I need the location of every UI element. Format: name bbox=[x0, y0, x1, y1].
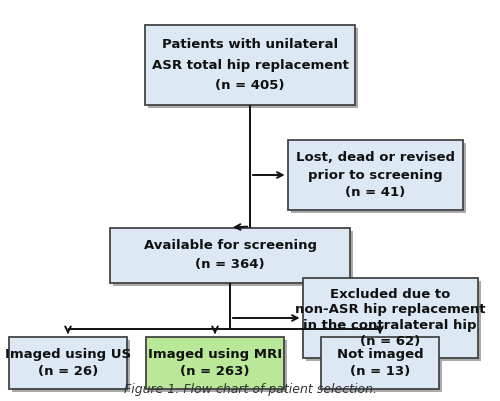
Text: Excluded due to: Excluded due to bbox=[330, 288, 450, 300]
FancyBboxPatch shape bbox=[145, 25, 355, 105]
FancyBboxPatch shape bbox=[110, 227, 350, 282]
FancyBboxPatch shape bbox=[302, 278, 478, 358]
Text: (n = 13): (n = 13) bbox=[350, 365, 410, 378]
FancyBboxPatch shape bbox=[321, 337, 439, 389]
FancyBboxPatch shape bbox=[149, 340, 287, 392]
Text: (n = 26): (n = 26) bbox=[38, 365, 98, 378]
Text: non-ASR hip replacement: non-ASR hip replacement bbox=[295, 304, 485, 316]
Text: (n = 41): (n = 41) bbox=[345, 186, 405, 199]
FancyBboxPatch shape bbox=[12, 340, 130, 392]
FancyBboxPatch shape bbox=[324, 340, 442, 392]
Text: Patients with unilateral: Patients with unilateral bbox=[162, 38, 338, 51]
Text: prior to screening: prior to screening bbox=[308, 168, 442, 182]
FancyBboxPatch shape bbox=[306, 281, 480, 361]
Text: Imaged using MRI: Imaged using MRI bbox=[148, 348, 282, 361]
FancyBboxPatch shape bbox=[290, 143, 466, 213]
FancyBboxPatch shape bbox=[9, 337, 127, 389]
Text: Not imaged: Not imaged bbox=[336, 348, 424, 361]
FancyBboxPatch shape bbox=[146, 337, 284, 389]
Text: ASR total hip replacement: ASR total hip replacement bbox=[152, 59, 348, 71]
Text: Figure 1. Flow chart of patient selection.: Figure 1. Flow chart of patient selectio… bbox=[124, 383, 376, 396]
FancyBboxPatch shape bbox=[148, 28, 358, 108]
Text: Imaged using US: Imaged using US bbox=[5, 348, 131, 361]
Text: Lost, dead or revised: Lost, dead or revised bbox=[296, 151, 454, 164]
Text: (n = 364): (n = 364) bbox=[195, 258, 265, 271]
FancyBboxPatch shape bbox=[113, 231, 353, 286]
Text: (n = 62): (n = 62) bbox=[360, 336, 420, 348]
Text: (n = 405): (n = 405) bbox=[215, 79, 285, 91]
Text: Available for screening: Available for screening bbox=[144, 239, 316, 252]
Text: in the contralateral hip: in the contralateral hip bbox=[303, 320, 477, 332]
Text: (n = 263): (n = 263) bbox=[180, 365, 250, 378]
FancyBboxPatch shape bbox=[288, 140, 463, 210]
